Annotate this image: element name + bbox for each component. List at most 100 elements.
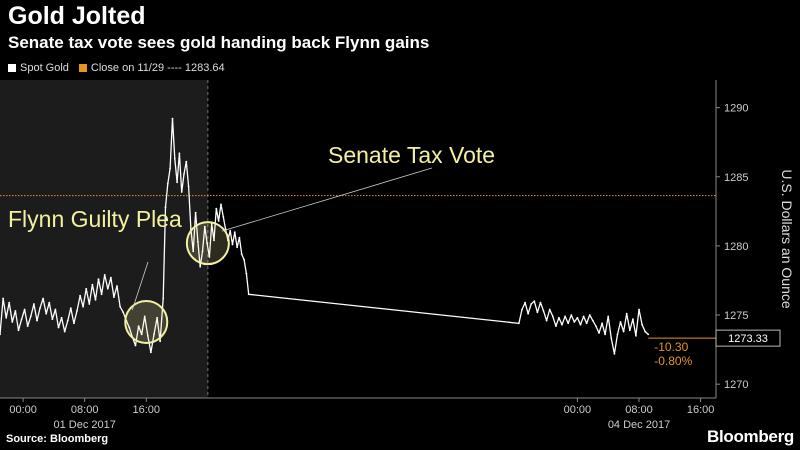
chart-title: Gold Jolted [8,2,146,30]
y-tick-label: 1285 [724,172,748,184]
y-tick-label: 1270 [724,379,748,391]
data-point [628,329,631,332]
x-tick-label: 16:00 [687,404,715,416]
data-point [551,315,554,318]
data-point [178,152,181,155]
data-point [119,305,121,308]
data-point [164,206,167,209]
y-tick-label: 1275 [724,310,748,322]
y-axis: 1270 1275 1280 1285 1290 [715,80,748,398]
source-note: Source: Bloomberg [6,433,109,445]
data-point [26,325,29,327]
last-value-marker: 1273.33 [715,329,781,347]
change-labels: -10.30-0.80% [654,340,692,368]
data-point [638,308,640,311]
data-point [113,296,115,298]
last-value-box [715,329,781,347]
data-point [66,319,69,322]
data-point [564,315,566,318]
data-point [103,274,106,276]
legend-label-spot-gold: Spot Gold [20,62,69,74]
data-point [176,181,179,184]
series-line-segment [518,300,649,355]
legend-item-close-ref: Close on 11/29 ---- 1283.64 [78,62,225,74]
annotation-circle-senate [185,221,230,266]
legend-label-close-ref: Close on 11/29 ---- 1283.64 [90,62,225,74]
data-point [187,185,190,188]
data-point [143,315,146,318]
x-date-label: 01 Dec 2017 [53,419,115,431]
data-point [122,311,125,314]
data-point [110,276,112,279]
data-point [23,308,26,311]
data-point [88,303,91,305]
data-point [153,333,155,336]
annotations: Flynn Guilty Plea Senate Tax Vote [8,142,495,344]
data-point [169,167,172,170]
data-point [201,250,204,253]
data-point [573,321,576,323]
data-point [245,272,248,275]
data-point [51,318,54,321]
y-tick-label: 1280 [724,241,748,253]
data-point [54,308,57,311]
data-point [17,329,20,332]
data-point [185,160,188,163]
data-point [39,307,41,309]
data-point [97,278,100,280]
data-point [598,332,600,334]
series-spot-gold [0,117,650,355]
data-point [171,117,174,120]
data-point [607,315,610,318]
data-point [150,351,152,354]
x-tick-label: 16:00 [133,404,161,416]
data-point [48,301,51,304]
legend-swatch-spot-gold [8,64,16,72]
data-point [240,253,243,256]
data-point [588,314,591,316]
data-point [610,337,613,340]
data-point [173,157,176,160]
data-point [576,316,579,319]
data-point [137,325,140,327]
data-point [76,310,78,312]
data-point [539,301,542,304]
data-point [585,322,588,325]
data-point [156,316,159,319]
data-point [518,322,520,325]
data-point [238,236,241,239]
x-tick-label: 08:00 [625,404,653,416]
data-point [641,323,643,326]
x-tick-label: 00:00 [9,404,37,416]
data-point [582,315,585,318]
data-point [530,303,533,305]
data-point [570,314,573,316]
data-point [233,231,236,234]
data-point [561,323,563,326]
annotation-leader-senate [221,167,433,232]
data-point [11,321,14,323]
data-point [146,334,149,337]
data-point [140,333,143,336]
data-point [42,297,44,300]
annotation-leader-flynn [131,261,149,311]
data-point [229,229,232,232]
x-tick-label: 00:00 [564,404,592,416]
change-label: -0.80% [654,354,692,368]
data-point [619,321,622,323]
data-point [116,285,118,287]
data-point [183,173,185,175]
data-point [128,326,131,329]
data-point [632,318,634,321]
data-point [203,225,206,228]
data-point [613,352,616,355]
data-point [558,316,560,319]
data-point [601,322,603,325]
shaded-session-region [0,80,208,398]
x-tick-label: 08:00 [71,404,99,416]
data-point [213,239,215,242]
data-point [159,340,162,343]
y-tick-label: 1290 [724,103,748,115]
data-point [33,303,35,305]
data-point [8,301,11,304]
